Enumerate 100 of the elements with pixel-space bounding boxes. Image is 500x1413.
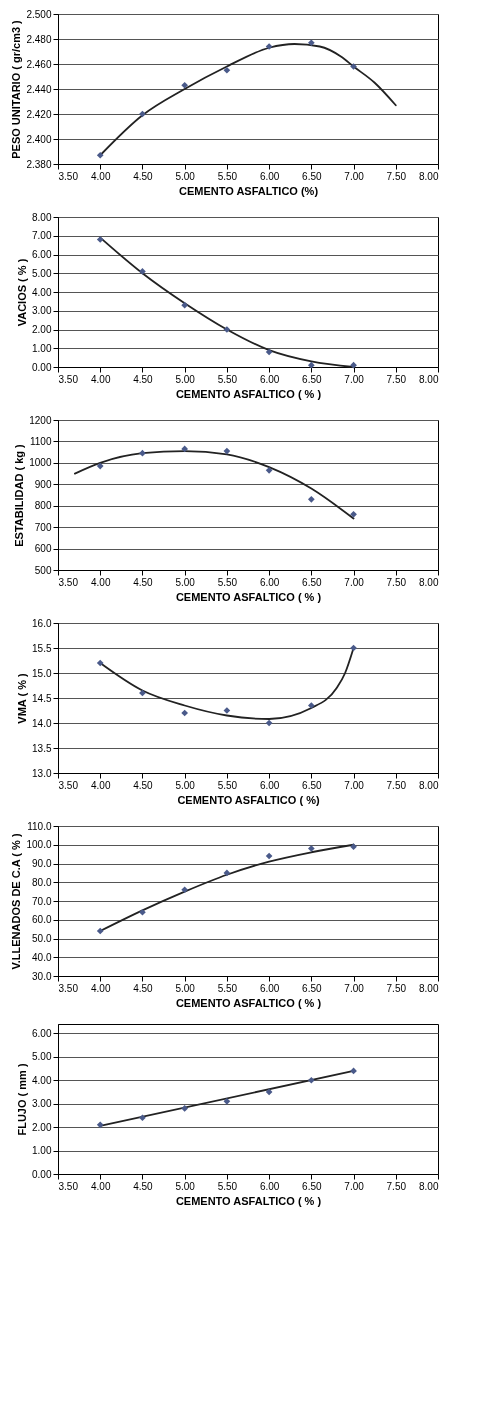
x-axis-title: CEMENTO ASFALTICO ( %): [177, 793, 320, 806]
x-tick-label: 4.50: [133, 982, 154, 994]
y-tick-label: 13.0: [32, 767, 52, 779]
point: [139, 268, 146, 275]
point: [181, 886, 189, 894]
x-tick-label: 3.50: [58, 982, 79, 994]
y-tick-label: 2.00: [32, 324, 52, 335]
x-tick-label: 6.50: [302, 1180, 322, 1192]
y-axis-title: V.LLENADOS DE C.A ( % ): [10, 833, 23, 970]
y-tick-label: 15.0: [32, 667, 52, 679]
y-tick-label: 7.00: [32, 230, 52, 242]
y-tick-label: 1100: [29, 435, 52, 447]
x-tick-label: 5.50: [217, 779, 238, 791]
x-tick-label: 4.50: [133, 576, 154, 588]
x-tick-label: 5.00: [175, 1180, 196, 1192]
y-tick-label: 1.00: [32, 342, 52, 354]
y-tick-label: 8.00: [32, 211, 52, 223]
point: [181, 709, 189, 717]
x-tick-label: 4.00: [90, 779, 111, 791]
x-axis-title: CEMENTO ASFALTICO (%): [178, 184, 319, 197]
x-tick-label: 7.50: [386, 779, 407, 791]
x-tick-label: 4.00: [90, 170, 111, 182]
x-tick-label: 3.50: [58, 170, 79, 182]
x-tick-label: 6.50: [302, 373, 322, 385]
point: [350, 1067, 357, 1075]
y-tick-label: 600: [34, 543, 52, 555]
y-tick-label: 110.0: [27, 820, 52, 832]
y-tick-label: 3.00: [32, 305, 52, 317]
y-axis-title: PESO UNITARIO ( gr/cm3 ): [10, 19, 23, 159]
y-tick-label: 2.480: [26, 33, 52, 45]
x-axis-title: CEMENTO ASFALTICO ( % ): [175, 590, 322, 603]
point: [265, 467, 273, 474]
point: [223, 447, 231, 455]
x-tick-label: 6.50: [302, 982, 322, 994]
x-tick-label: 4.00: [90, 373, 111, 385]
point: [265, 1088, 273, 1096]
y-tick-label: 4.00: [32, 286, 52, 298]
point: [350, 510, 357, 518]
x-tick-label: 7.00: [344, 1180, 365, 1192]
point: [350, 361, 357, 369]
y-tick-label: 6.00: [32, 1027, 52, 1039]
x-tick-label: 3.50: [58, 576, 79, 588]
point: [223, 66, 231, 74]
point: [307, 1076, 315, 1084]
y-tick-label: 50.0: [32, 933, 52, 944]
point: [307, 39, 315, 47]
y-tick-label: 1000: [29, 457, 52, 469]
x-tick-label: 3.50: [58, 779, 79, 791]
y-tick-label: 90.0: [32, 858, 52, 869]
y-tick-label: 100.0: [26, 839, 52, 851]
point: [139, 908, 146, 916]
x-tick-label: 4.00: [90, 1180, 111, 1192]
point: [223, 869, 231, 877]
y-tick-label: 60.0: [32, 914, 52, 926]
y-axis-title: VMA ( % ): [16, 673, 29, 724]
y-tick-label: 4.00: [32, 1074, 52, 1086]
y-tick-label: 700: [34, 521, 52, 533]
x-tick-label: 5.50: [217, 576, 238, 588]
x-tick-label: 5.50: [217, 170, 238, 182]
point: [181, 81, 189, 89]
point: [307, 845, 315, 852]
x-tick-label: 8.00: [419, 1180, 439, 1192]
x-tick-label: 6.00: [259, 982, 280, 994]
y-tick-label: 2.420: [26, 108, 52, 120]
x-tick-label: 4.50: [133, 1180, 154, 1192]
y-tick-label: 30.0: [32, 970, 52, 982]
point: [139, 449, 146, 457]
y-tick-label: 2.00: [32, 1121, 52, 1133]
y-tick-label: 1200: [29, 414, 52, 426]
point: [139, 1114, 146, 1122]
x-tick-label: 7.00: [344, 170, 365, 182]
x-tick-label: 6.00: [259, 373, 280, 385]
line-series: [99, 43, 397, 157]
x-axis-title: CEMENTO ASFALTICO ( % ): [175, 1194, 322, 1207]
point: [307, 495, 315, 503]
x-tick-label: 8.00: [419, 576, 439, 588]
point: [96, 659, 104, 667]
x-axis-title: CEMENTO ASFALTICO ( % ): [175, 996, 322, 1009]
y-tick-label: 3.00: [32, 1098, 52, 1110]
point: [307, 702, 315, 709]
point: [181, 445, 189, 453]
x-tick-label: 8.00: [419, 373, 439, 385]
x-tick-label: 5.00: [175, 170, 196, 182]
y-tick-label: 800: [34, 500, 52, 512]
x-tick-label: 8.00: [419, 779, 439, 791]
x-tick-label: 7.00: [344, 982, 365, 994]
x-tick-label: 6.00: [259, 779, 280, 791]
y-tick-label: 500: [34, 564, 52, 576]
y-tick-label: 2.400: [26, 133, 52, 145]
y-tick-label: 900: [34, 478, 52, 490]
point: [96, 236, 104, 243]
point: [96, 927, 104, 935]
y-tick-label: 2.440: [26, 83, 52, 95]
point: [350, 63, 357, 70]
x-tick-label: 5.50: [217, 373, 238, 385]
point: [96, 151, 104, 159]
y-tick-label: 70.0: [32, 895, 52, 907]
y-tick-label: 16.0: [32, 617, 52, 629]
point: [265, 348, 273, 356]
y-axis-title: FLUJO ( mm ): [16, 1063, 29, 1136]
